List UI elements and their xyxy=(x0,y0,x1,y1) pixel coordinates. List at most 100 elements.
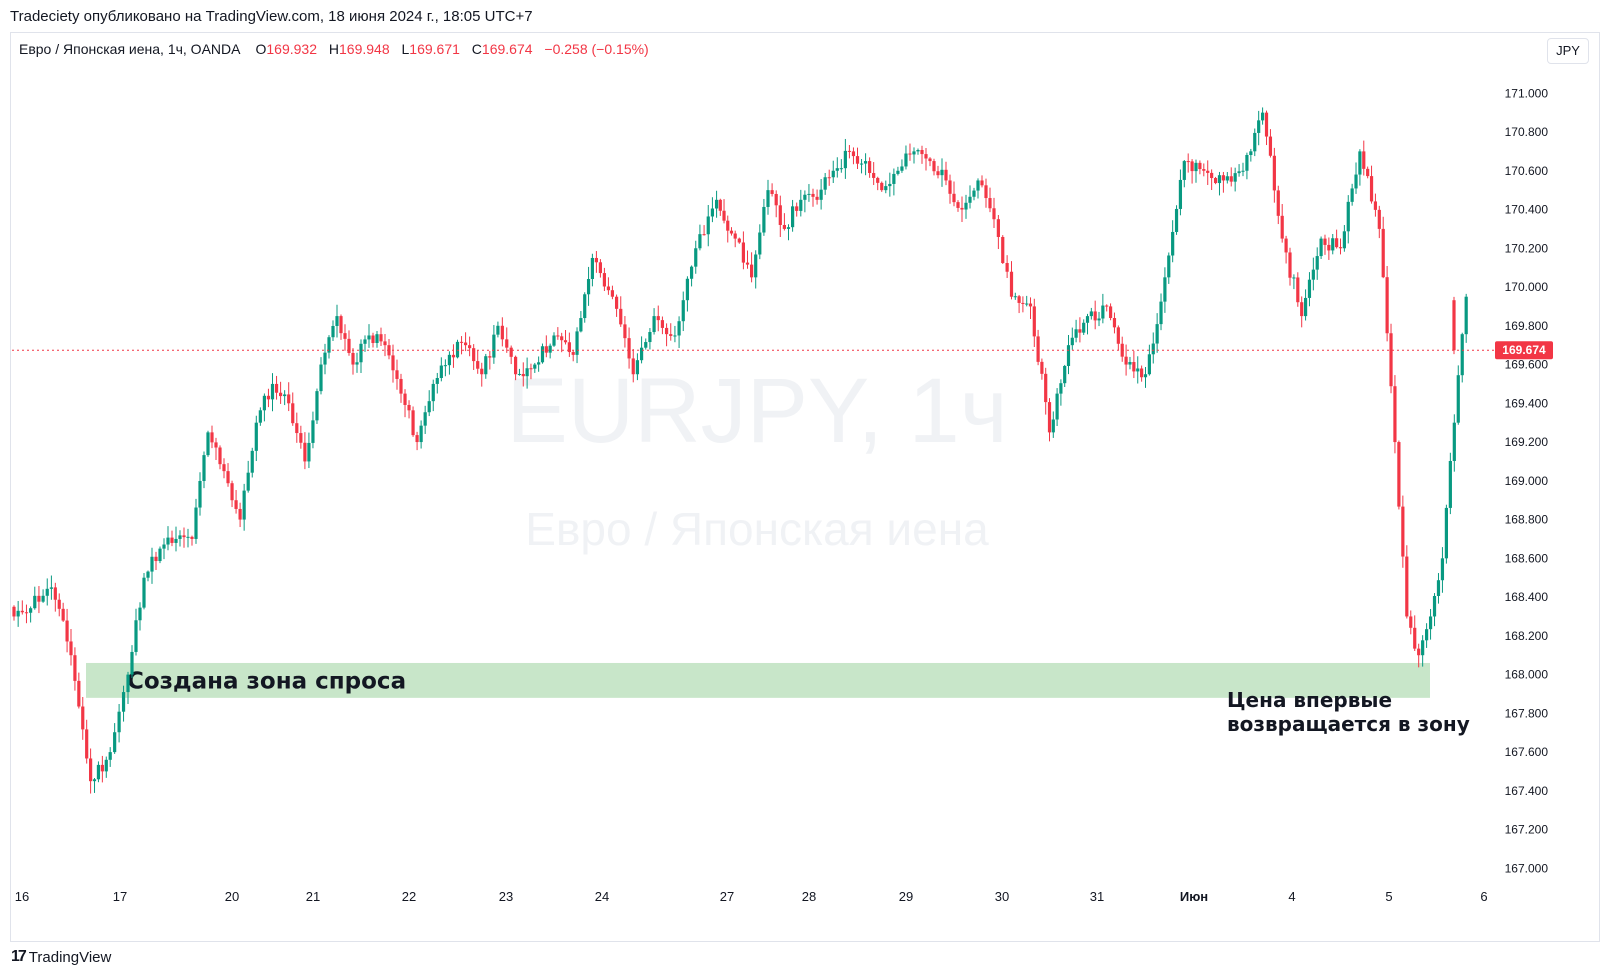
symbol-title[interactable]: Евро / Японская иена, 1ч, OANDA xyxy=(19,41,240,57)
candle-body xyxy=(1264,112,1269,137)
candle-body xyxy=(660,320,665,328)
candle-body xyxy=(1124,356,1128,365)
candle-body xyxy=(367,335,371,340)
candle-body xyxy=(807,193,811,195)
candle-body xyxy=(1225,176,1229,181)
candle-body xyxy=(896,170,900,174)
price-tick-label: 171.000 xyxy=(1505,86,1549,100)
candle-body xyxy=(726,220,730,231)
candle-body xyxy=(590,257,594,280)
candle-body xyxy=(1005,263,1009,272)
tradingview-logo[interactable]: 17 TradingView xyxy=(11,948,111,966)
candle-body xyxy=(525,368,529,377)
candle-body xyxy=(1237,171,1241,174)
candle-body xyxy=(77,680,81,707)
time-tick-label: 27 xyxy=(720,889,734,904)
candle-body xyxy=(1017,296,1021,303)
candle-body xyxy=(291,403,295,424)
candle-body xyxy=(1327,244,1331,251)
candle-body xyxy=(1276,190,1280,216)
candle-body xyxy=(182,535,186,538)
candle-body xyxy=(1108,306,1113,319)
candle-body xyxy=(571,352,575,355)
high-label: H xyxy=(328,41,339,57)
chart-frame xyxy=(10,32,1600,942)
candle-body xyxy=(1051,419,1055,433)
candle-body xyxy=(266,395,271,400)
candle-body xyxy=(391,355,395,371)
demand-zone[interactable] xyxy=(86,662,1430,698)
candle-body xyxy=(635,360,640,375)
candle-body xyxy=(427,401,431,413)
candle-body xyxy=(121,692,126,712)
candle-body xyxy=(496,325,500,335)
open-value: 169.932 xyxy=(266,41,317,57)
candle-body xyxy=(222,464,226,472)
currency-button[interactable]: JPY xyxy=(1547,38,1589,64)
candle-body xyxy=(113,732,117,753)
candle-body xyxy=(1151,343,1155,355)
candle-body xyxy=(928,158,932,162)
candle-body xyxy=(1097,318,1101,321)
candle-body xyxy=(750,264,754,278)
candle-body xyxy=(606,286,611,291)
price-tick-label: 168.000 xyxy=(1505,668,1549,682)
price-tick-label: 167.000 xyxy=(1505,861,1549,875)
candle-body xyxy=(964,202,968,210)
candle-body xyxy=(1409,616,1413,628)
candle-body xyxy=(631,358,635,375)
candle-body xyxy=(1366,168,1370,177)
candle-body xyxy=(673,335,677,337)
candle-body xyxy=(843,150,847,169)
candle-body xyxy=(234,500,238,509)
candle-body xyxy=(1190,161,1194,172)
candle-body xyxy=(908,153,912,155)
candle-body xyxy=(1315,256,1319,270)
time-tick-label: 22 xyxy=(402,889,416,904)
watermark-symbol: EURJPY, 1ч xyxy=(506,360,1007,462)
candle-body xyxy=(1089,311,1093,317)
candle-body xyxy=(29,608,33,613)
candle-body xyxy=(1331,238,1335,251)
candle-body xyxy=(1202,169,1206,171)
time-axis[interactable]: 16 17 20 21 22 23 24 27 28 29 30 31 Июн 4 5 6 xyxy=(15,889,1488,904)
candle-body xyxy=(1047,402,1052,433)
candle-body xyxy=(529,368,533,370)
candle-body xyxy=(872,172,876,178)
candle-body xyxy=(1025,303,1029,305)
candle-body xyxy=(936,171,940,176)
candle-body xyxy=(1436,580,1441,596)
candle-body xyxy=(880,182,884,191)
annotation-line-1: Цена впервые xyxy=(1227,688,1392,712)
candle-body xyxy=(242,490,246,520)
candle-body xyxy=(916,150,920,152)
change-value: −0.258 (−0.15%) xyxy=(544,41,649,57)
candle-body xyxy=(904,153,908,167)
candle-body xyxy=(463,342,468,346)
candle-body xyxy=(1206,170,1210,173)
candle-body xyxy=(627,338,631,359)
candle-body xyxy=(1070,337,1074,346)
candle-body xyxy=(395,370,399,379)
candle-body xyxy=(100,764,104,772)
candle-body xyxy=(476,361,480,369)
candle-body xyxy=(722,210,726,221)
candle-body xyxy=(972,190,976,197)
candle-body xyxy=(1323,238,1327,245)
candle-body xyxy=(770,190,774,194)
candle-body xyxy=(1253,132,1257,152)
candle-body xyxy=(246,472,250,491)
time-tick-label: Июн xyxy=(1180,889,1208,904)
price-axis[interactable]: 167.000 167.200 167.400 167.600 167.800 168.0… xyxy=(1505,86,1549,875)
candle-body xyxy=(283,394,287,397)
candle-body xyxy=(1444,507,1448,559)
candle-body xyxy=(1001,236,1005,264)
candle-body xyxy=(952,193,956,203)
candle-body xyxy=(1393,386,1397,443)
time-tick-label: 20 xyxy=(225,889,239,904)
candle-body xyxy=(339,316,343,334)
candle-body xyxy=(104,759,108,772)
candle-body xyxy=(262,395,266,411)
candle-body xyxy=(729,230,734,234)
